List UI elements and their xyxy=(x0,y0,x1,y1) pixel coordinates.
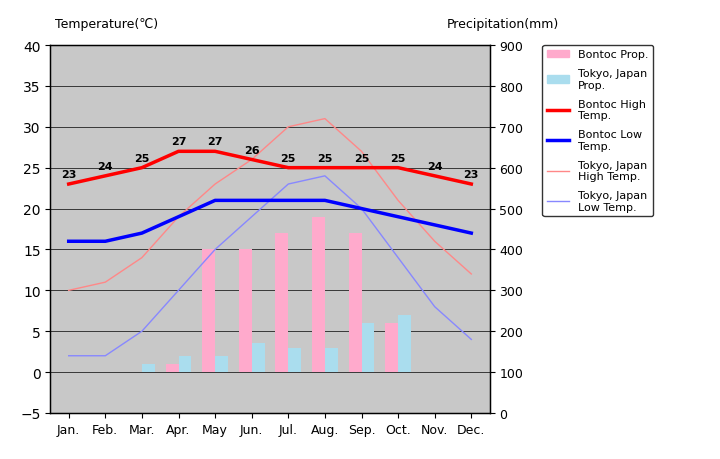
Bar xyxy=(288,348,301,372)
Legend: Bontoc Prop., Tokyo, Japan
Prop., Bontoc High
Temp., Bontoc Low
Temp., Tokyo, Ja: Bontoc Prop., Tokyo, Japan Prop., Bontoc… xyxy=(542,46,653,217)
Text: 23: 23 xyxy=(61,170,76,180)
Text: 27: 27 xyxy=(171,137,186,147)
Text: 23: 23 xyxy=(464,170,479,180)
Bar xyxy=(202,250,215,372)
Bar xyxy=(385,323,398,372)
Bar xyxy=(398,315,411,372)
Bar xyxy=(166,364,179,372)
Text: 25: 25 xyxy=(354,153,369,163)
Bar xyxy=(276,234,288,372)
Text: 27: 27 xyxy=(207,137,223,147)
Text: 24: 24 xyxy=(97,162,113,172)
Bar xyxy=(239,250,252,372)
Text: 24: 24 xyxy=(427,162,443,172)
Bar xyxy=(252,344,264,372)
Bar xyxy=(325,348,338,372)
Text: 25: 25 xyxy=(281,153,296,163)
Text: Precipitation(mm): Precipitation(mm) xyxy=(446,18,559,31)
Text: 25: 25 xyxy=(390,153,406,163)
Bar xyxy=(215,356,228,372)
Bar xyxy=(361,323,374,372)
Bar xyxy=(179,356,192,372)
Text: 25: 25 xyxy=(318,153,333,163)
Text: 25: 25 xyxy=(134,153,150,163)
Bar xyxy=(348,234,361,372)
Bar xyxy=(142,364,155,372)
Text: 26: 26 xyxy=(244,145,259,155)
Text: Temperature(℃): Temperature(℃) xyxy=(55,18,158,31)
Bar xyxy=(312,217,325,372)
